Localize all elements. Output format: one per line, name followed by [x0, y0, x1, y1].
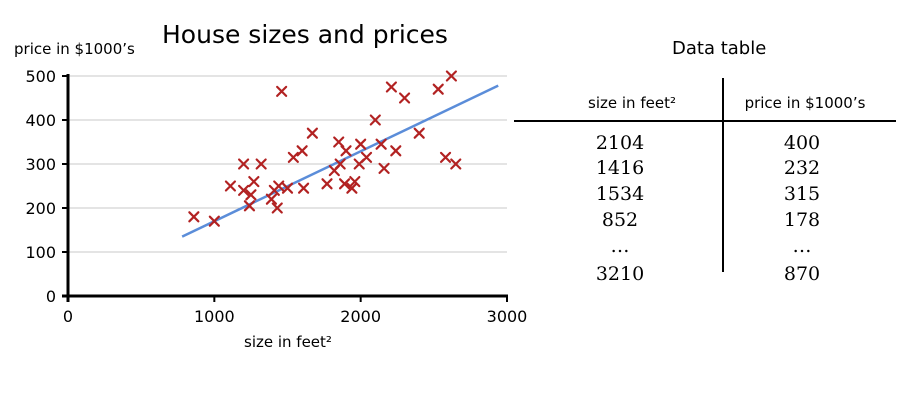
data-point: [276, 85, 288, 97]
table-cell: 852: [601, 209, 639, 231]
table-cell: 315: [783, 183, 821, 205]
y-tick-label: 200: [25, 199, 56, 218]
table-header-divider: [514, 120, 896, 122]
data-point: [340, 145, 352, 157]
data-point: [297, 182, 310, 194]
table-cell: 232: [783, 157, 821, 179]
data-point: [208, 215, 220, 227]
y-tick-label: 0: [46, 287, 56, 306]
table-cell: 3210: [595, 263, 645, 285]
data-point: [333, 136, 345, 148]
regression-line: [181, 84, 499, 238]
data-point: [306, 127, 318, 139]
data-point: [360, 151, 373, 163]
data-point: [349, 176, 361, 188]
table-cell: 2104: [595, 132, 645, 154]
data-point: [378, 162, 390, 174]
table-column-divider: [722, 78, 724, 272]
data-point: [346, 182, 358, 194]
y-axis-label: price in $1000’s: [14, 40, 135, 58]
data-point: [296, 145, 308, 157]
data-point: [432, 83, 444, 95]
data-point: [445, 70, 457, 82]
data-point: [390, 145, 402, 157]
data-point: [188, 211, 200, 223]
x-tick-label: 1000: [194, 307, 235, 326]
table-cell: 870: [783, 263, 821, 285]
table-cell: 178: [783, 209, 821, 231]
data-point: [281, 182, 294, 194]
chart-title: House sizes and prices: [162, 20, 448, 49]
data-point: [224, 180, 237, 192]
data-point: [334, 158, 346, 170]
data-point: [238, 158, 250, 170]
table-title: Data table: [672, 38, 767, 59]
table-header-price: price in $1000’s: [744, 94, 866, 112]
data-point: [248, 176, 260, 188]
data-point: [238, 184, 250, 196]
table-cell: 1534: [595, 183, 645, 205]
table-header-size: size in feet²: [588, 94, 676, 112]
data-point: [245, 189, 257, 201]
y-tick-label: 300: [25, 155, 56, 174]
y-tick-label: 100: [25, 243, 56, 262]
data-point: [273, 180, 285, 192]
data-point: [321, 178, 333, 190]
data-point: [243, 200, 256, 212]
data-point: [271, 202, 283, 214]
y-tick-label: 500: [25, 67, 56, 86]
table-cell: 400: [783, 132, 821, 154]
data-point: [398, 92, 411, 104]
table-cell: …: [610, 235, 630, 257]
table-cell: …: [792, 235, 812, 257]
x-tick-label: 3000: [487, 307, 528, 326]
data-point: [287, 151, 299, 163]
data-point: [385, 81, 397, 93]
data-point: [255, 158, 267, 170]
data-point: [338, 178, 351, 190]
x-tick-label: 0: [63, 307, 73, 326]
data-point: [375, 138, 387, 150]
data-point: [413, 127, 425, 139]
data-point: [265, 193, 278, 205]
x-axis-label: size in feet²: [244, 333, 332, 351]
data-point: [369, 114, 381, 126]
x-tick-label: 2000: [340, 307, 381, 326]
table-cell: 1416: [595, 157, 645, 179]
data-point: [450, 158, 462, 170]
y-tick-label: 400: [25, 111, 56, 130]
data-point: [355, 138, 367, 150]
data-point: [439, 151, 452, 163]
